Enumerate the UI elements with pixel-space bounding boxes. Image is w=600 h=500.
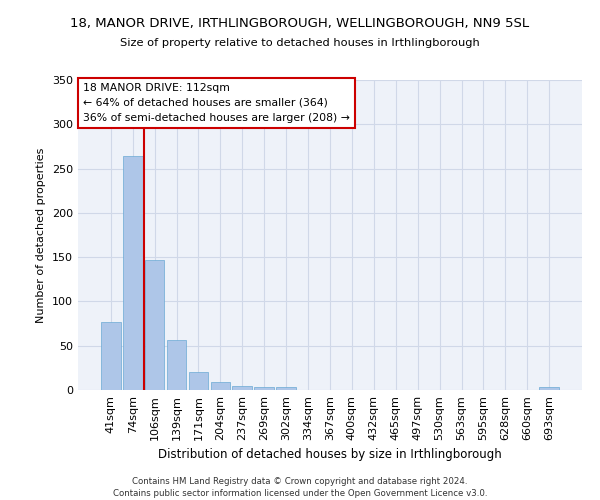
X-axis label: Distribution of detached houses by size in Irthlingborough: Distribution of detached houses by size … <box>158 448 502 462</box>
Bar <box>123 156 143 390</box>
Bar <box>276 388 296 390</box>
Bar <box>232 386 252 390</box>
Text: 18, MANOR DRIVE, IRTHLINGBOROUGH, WELLINGBOROUGH, NN9 5SL: 18, MANOR DRIVE, IRTHLINGBOROUGH, WELLIN… <box>70 18 530 30</box>
Text: 18 MANOR DRIVE: 112sqm
← 64% of detached houses are smaller (364)
36% of semi-de: 18 MANOR DRIVE: 112sqm ← 64% of detached… <box>83 83 350 122</box>
Y-axis label: Number of detached properties: Number of detached properties <box>37 148 46 322</box>
Bar <box>101 322 121 390</box>
Text: Size of property relative to detached houses in Irthlingborough: Size of property relative to detached ho… <box>120 38 480 48</box>
Bar <box>211 382 230 390</box>
Bar <box>254 388 274 390</box>
Bar <box>145 260 164 390</box>
Text: Contains HM Land Registry data © Crown copyright and database right 2024.
Contai: Contains HM Land Registry data © Crown c… <box>113 476 487 498</box>
Bar <box>188 372 208 390</box>
Bar <box>167 340 187 390</box>
Bar <box>539 388 559 390</box>
